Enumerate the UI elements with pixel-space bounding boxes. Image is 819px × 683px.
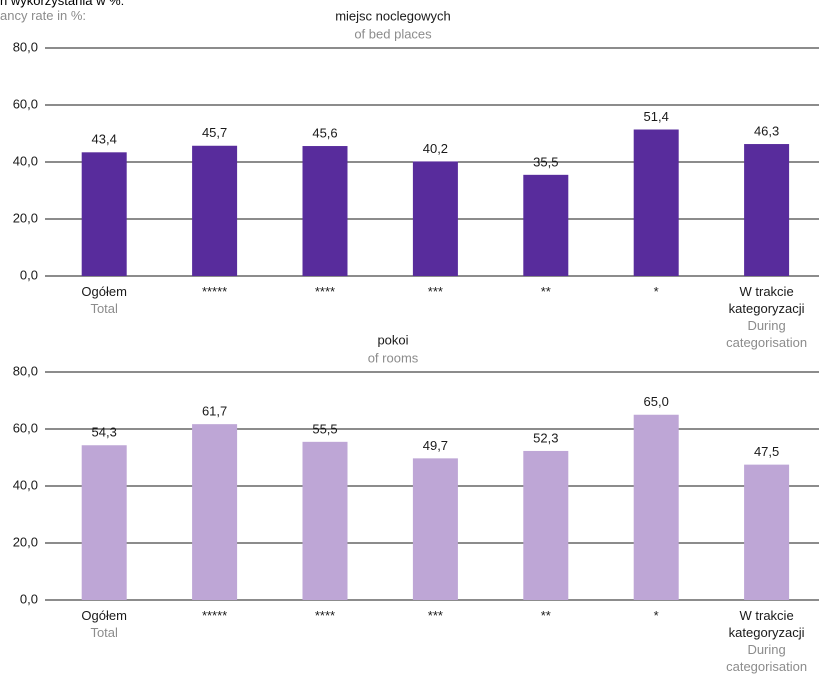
x-tick-label: ** [540, 284, 551, 299]
x-tick-label-group: * [604, 607, 708, 624]
chart-title: pokoi [377, 332, 408, 347]
value-label: 54,3 [92, 425, 117, 440]
chart-title: miejsc noclegowych [335, 8, 451, 23]
y-axis-label: n wykorzystania w %: [0, 0, 125, 8]
x-tick-label-group: ** [494, 607, 598, 624]
value-label: 51,4 [644, 109, 669, 124]
value-label: 55,5 [312, 421, 337, 436]
y-tick-label: 20,0 [13, 534, 38, 549]
y-tick-label: 20,0 [13, 210, 38, 225]
bar [81, 152, 127, 276]
y-tick-label: 80,0 [13, 39, 38, 54]
value-label: 40,2 [423, 141, 448, 156]
x-tick-label-en: Total [90, 625, 118, 640]
x-tick-label: ***** [201, 608, 228, 623]
bar [633, 414, 679, 600]
x-tick-label-group: *** [383, 607, 487, 624]
x-tick-label-group: ***** [163, 607, 267, 624]
x-tick-label-group: *** [383, 283, 487, 300]
x-tick-label-group: **** [273, 607, 377, 624]
x-tick-label-group: W trakcie kategoryzacji During categorisa… [715, 283, 819, 351]
value-label: 43,4 [92, 132, 117, 147]
x-tick-label-group: ***** [163, 283, 267, 300]
x-tick-label: * [653, 608, 659, 623]
bar [523, 174, 569, 276]
x-tick-label: W trakcie kategoryzacji [728, 608, 805, 640]
x-tick-label-group: W trakcie kategoryzacji During categorisa… [715, 607, 819, 675]
bar [744, 464, 790, 600]
x-tick-label-en: Total [90, 301, 118, 316]
bar [302, 441, 348, 600]
y-tick-label: 60,0 [13, 96, 38, 111]
y-tick-label: 0,0 [20, 591, 38, 606]
value-label: 61,7 [202, 404, 227, 419]
x-tick-label-group: * [604, 283, 708, 300]
x-tick-label: Ogółem [81, 608, 127, 623]
value-label: 49,7 [423, 438, 448, 453]
y-tick-label: 60,0 [13, 420, 38, 435]
x-tick-label-en: During categorisation [726, 642, 808, 674]
y-axis-label-en: ancy rate in %: [0, 8, 86, 23]
x-tick-label: Ogółem [81, 284, 127, 299]
value-label: 46,3 [754, 123, 779, 138]
value-label: 65,0 [644, 394, 669, 409]
value-label: 52,3 [533, 430, 558, 445]
value-label: 47,5 [754, 444, 779, 459]
value-label: 45,7 [202, 125, 227, 140]
bar [412, 458, 458, 600]
x-tick-label: * [653, 284, 659, 299]
value-label: 35,5 [533, 154, 558, 169]
y-tick-label: 40,0 [13, 477, 38, 492]
y-tick-label: 80,0 [13, 363, 38, 378]
x-tick-label-group: Ogółem Total [52, 283, 156, 317]
x-tick-label: ** [540, 608, 551, 623]
x-tick-label: **** [314, 284, 336, 299]
bar [412, 161, 458, 276]
x-tick-label-group: **** [273, 283, 377, 300]
x-tick-label-group: ** [494, 283, 598, 300]
bar [302, 146, 348, 276]
x-tick-label: **** [314, 608, 336, 623]
x-tick-label: ***** [201, 284, 228, 299]
x-tick-label: *** [427, 284, 443, 299]
bar [744, 144, 790, 276]
bar [192, 145, 238, 276]
x-tick-label: W trakcie kategoryzacji [728, 284, 805, 316]
x-tick-label-en: During categorisation [726, 318, 808, 350]
x-tick-label: *** [427, 608, 443, 623]
y-tick-label: 0,0 [20, 267, 38, 282]
chart-subtitle: of rooms [368, 350, 419, 365]
bar [633, 129, 679, 276]
bar [523, 450, 569, 600]
x-tick-label-group: Ogółem Total [52, 607, 156, 641]
bar [81, 445, 127, 600]
bar [192, 424, 238, 600]
chart-subtitle: of bed places [354, 26, 432, 41]
y-tick-label: 40,0 [13, 153, 38, 168]
value-label: 45,6 [312, 125, 337, 140]
